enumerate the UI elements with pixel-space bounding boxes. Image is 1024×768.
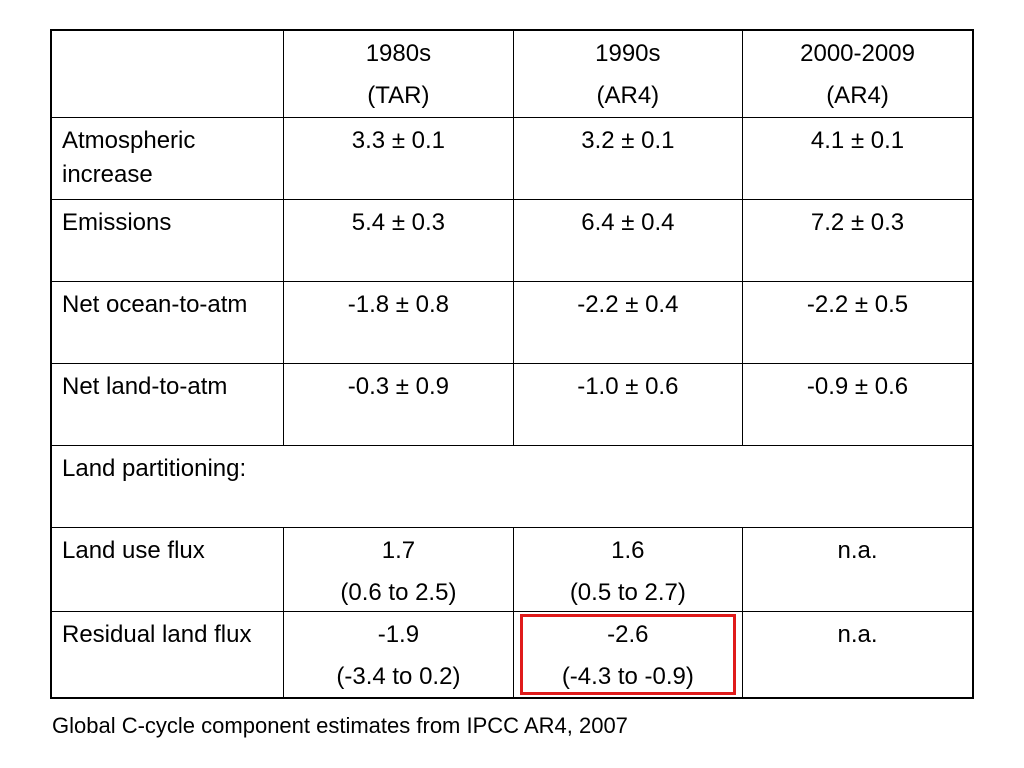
row-label: Net ocean-to-atm [50,280,285,364]
row-label: Residual land flux [50,610,285,699]
cell-value: -1.0 ± 0.6 [577,372,679,400]
cell-value: -2.6 [607,620,649,648]
cell-value: -2.2 ± 0.4 [577,290,679,318]
table-cell: -2.2 ± 0.5 [742,280,974,364]
carbon-cycle-table: 1980s (TAR) 1990s (AR4) 2000-2009 (AR4) … [50,29,974,699]
header-cell-1980s: 1980s (TAR) [283,29,514,118]
cell-value: 1.7 [381,536,416,564]
header-cell-empty [50,29,285,118]
header-source: (AR4) [596,82,660,109]
cell-value: 3.3 ± 0.1 [351,126,446,154]
table-row: Residual land flux -1.9 (-3.4 to 0.2) -2… [50,610,974,699]
table-header-row: 1980s (TAR) 1990s (AR4) 2000-2009 (AR4) [50,29,974,118]
table-cell: -0.9 ± 0.6 [742,362,974,446]
cell-value: -1.8 ± 0.8 [347,290,450,318]
row-label: Atmospheric increase [50,116,285,200]
cell-value: 4.1 ± 0.1 [810,126,905,154]
table-cell: 1.7 (0.6 to 2.5) [283,526,514,612]
table-row: Land use flux 1.7 (0.6 to 2.5) 1.6 (0.5 … [50,526,974,612]
cell-value: 7.2 ± 0.3 [810,208,905,236]
header-cell-1990s: 1990s (AR4) [512,29,744,118]
highlighted-cell: -2.6 (-4.3 to -0.9) [512,610,744,699]
table-row: Atmospheric increase 3.3 ± 0.1 3.2 ± 0.1… [50,116,974,200]
header-period: 2000-2009 [800,40,915,67]
cell-value: 5.4 ± 0.3 [351,208,446,236]
table-cell: -1.8 ± 0.8 [283,280,514,364]
table-cell: -1.0 ± 0.6 [512,362,744,446]
cell-value: 6.4 ± 0.4 [581,208,675,236]
header-period: 1980s [365,40,432,67]
header-source: (TAR) [367,82,430,109]
table-cell: 3.2 ± 0.1 [512,116,744,200]
row-label: Net land-to-atm [50,362,285,446]
table-section-row: Land partitioning: [50,444,974,528]
table-cell: n.a. [742,526,974,612]
table-row: Emissions 5.4 ± 0.3 6.4 ± 0.4 7.2 ± 0.3 [50,198,974,282]
table-cell: 4.1 ± 0.1 [742,116,974,200]
cell-value: -1.9 [377,620,420,648]
cell-value: -0.9 ± 0.6 [806,372,909,400]
cell-value: 1.6 [611,536,645,564]
cell-value: n.a. [837,536,878,564]
table-cell: -1.9 (-3.4 to 0.2) [283,610,514,699]
row-label: Land use flux [50,526,285,612]
cell-value: 3.2 ± 0.1 [581,126,675,154]
cell-value: -0.3 ± 0.9 [347,372,450,400]
header-cell-2000-2009: 2000-2009 (AR4) [742,29,974,118]
table-row: Net ocean-to-atm -1.8 ± 0.8 -2.2 ± 0.4 -… [50,280,974,364]
table-cell: 1.6 (0.5 to 2.7) [512,526,744,612]
caption: Global C-cycle component estimates from … [52,713,628,738]
table-cell: n.a. [742,610,974,699]
header-period: 1990s [595,40,661,67]
cell-value: -2.2 ± 0.5 [806,290,909,318]
table-cell: 3.3 ± 0.1 [283,116,514,200]
cell-range: (0.6 to 2.5) [340,578,457,606]
cell-range: (0.5 to 2.7) [569,578,686,606]
cell-range: (-3.4 to 0.2) [336,662,461,690]
table-cell: 7.2 ± 0.3 [742,198,974,282]
table-cell: -0.3 ± 0.9 [283,362,514,446]
row-label: Emissions [50,198,285,282]
header-source: (AR4) [826,82,889,109]
cell-range: (-4.3 to -0.9) [561,662,694,690]
table-cell: -2.2 ± 0.4 [512,280,744,364]
cell-value: n.a. [837,620,878,648]
table-cell: 6.4 ± 0.4 [512,198,744,282]
section-label: Land partitioning: [50,444,974,528]
table-row: Net land-to-atm -0.3 ± 0.9 -1.0 ± 0.6 -0… [50,362,974,446]
table-cell: 5.4 ± 0.3 [283,198,514,282]
